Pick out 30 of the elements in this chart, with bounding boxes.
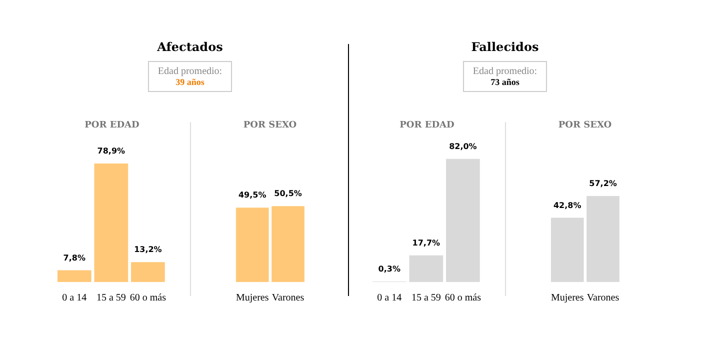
chart-title: POR SEXO: [243, 120, 297, 131]
x-tick-label: Varones: [586, 292, 620, 304]
data-label: 49,5%: [238, 190, 266, 200]
x-tick-label: 0 a 14: [377, 292, 402, 304]
data-label: 7,8%: [63, 253, 86, 262]
text: Edad promedio:: [472, 66, 538, 77]
x-tick-label: Varones: [272, 292, 304, 304]
data-label: 13,2%: [134, 245, 162, 254]
x-tick-label: 15 a 59: [96, 292, 126, 304]
text: 39 años: [174, 77, 206, 87]
x-tick-label: 60 o más: [130, 292, 166, 304]
data-label: 78,9%: [97, 146, 126, 156]
text: Fallecidos: [470, 40, 540, 56]
text: Edad promedio:: [158, 66, 222, 77]
data-label: 17,7%: [412, 238, 440, 248]
x-tick-label: 0 a 14: [62, 292, 87, 304]
x-tick-label: 15 a 59: [411, 292, 441, 304]
x-tick-label: Mujeres: [236, 292, 269, 304]
text: Afectados: [156, 40, 224, 56]
data-label: 82,0%: [449, 142, 477, 151]
data-label: 50,5%: [274, 189, 302, 198]
chart-title: POR EDAD: [84, 120, 140, 131]
x-tick-label: 60 o más: [444, 292, 482, 304]
data-label: 57,2%: [589, 179, 617, 188]
text: 73 años: [490, 77, 520, 87]
chart-title: POR SEXO: [558, 120, 612, 131]
x-tick-label: Mujeres: [550, 292, 584, 304]
chart-title: POR EDAD: [400, 120, 455, 131]
data-label: 0,3%: [378, 264, 400, 274]
data-label: 42,8%: [553, 200, 582, 210]
